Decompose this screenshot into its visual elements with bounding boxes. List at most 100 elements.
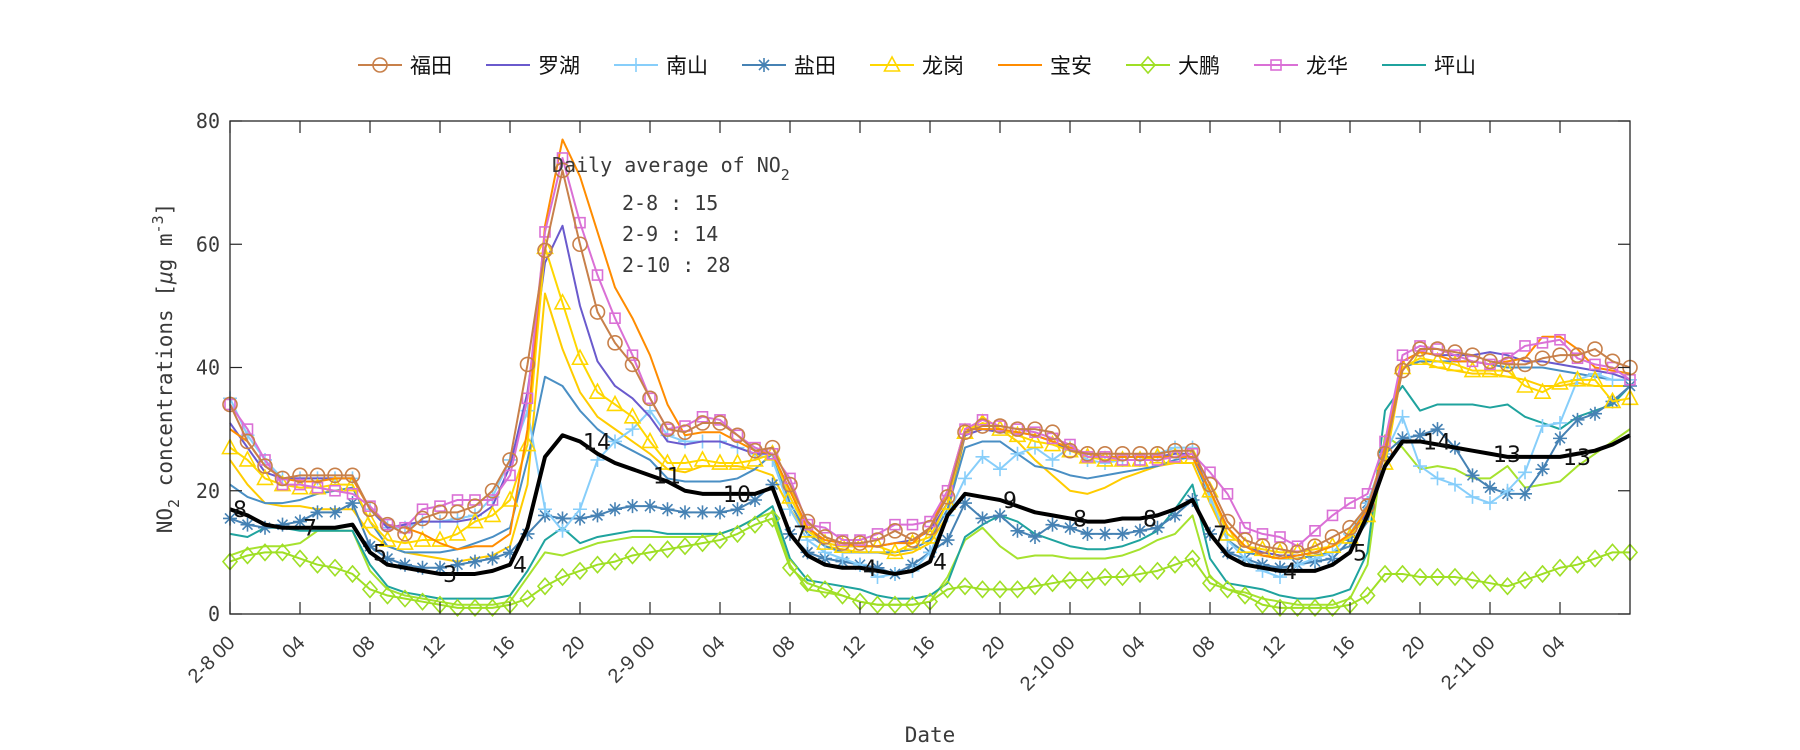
data-point-circle xyxy=(1429,341,1446,357)
data-point-circle xyxy=(1604,353,1621,370)
data-point-circle xyxy=(344,467,361,484)
data-point-asterisk xyxy=(310,505,325,520)
data-point-asterisk xyxy=(1098,526,1112,541)
data-point-plus xyxy=(1098,456,1112,471)
x-tick-label: 2-10 00 xyxy=(1016,632,1080,696)
annotation-line-2-9: 2-9 : 14 xyxy=(622,222,718,246)
data-point-plus xyxy=(783,502,797,517)
data-point-diamond xyxy=(309,555,326,574)
data-point-circle xyxy=(607,335,623,351)
data-point-circle xyxy=(747,442,763,459)
series-average: 8 7 5 3 4 14 11 10 7 4 4 9 8 8 7 4 5 14 13 13 xyxy=(229,430,1631,588)
average-point-label: 9 xyxy=(1003,489,1017,514)
data-point-diamond xyxy=(519,589,536,608)
data-point-diamond xyxy=(1079,570,1096,590)
average-point-label: 4 xyxy=(1283,560,1297,585)
data-point-asterisk xyxy=(258,520,272,535)
y-tick-label: 60 xyxy=(196,232,220,256)
data-point-circle xyxy=(1324,529,1341,545)
data-point-triangle xyxy=(746,450,764,467)
data-point-triangle xyxy=(396,533,414,550)
data-point-circle xyxy=(1482,353,1498,370)
x-tick-label: 20 xyxy=(558,632,589,663)
average-point-label: 13 xyxy=(1493,443,1521,468)
average-point-label: 4 xyxy=(513,554,527,579)
average-point-label: 3 xyxy=(443,563,457,588)
legend-label: 大鹏 xyxy=(1178,54,1220,78)
data-point-square xyxy=(871,528,884,540)
data-point-circle xyxy=(1219,513,1236,530)
data-point-diamond xyxy=(326,558,344,577)
data-point-diamond xyxy=(1166,555,1184,574)
data-point-diamond xyxy=(1604,543,1621,562)
data-point-circle xyxy=(642,390,658,407)
data-point-asterisk xyxy=(1010,523,1025,538)
data-point-circle xyxy=(1167,442,1183,459)
x-tick-label: 08 xyxy=(768,632,799,663)
data-point-square xyxy=(854,534,866,546)
data-point-circle xyxy=(1307,538,1323,555)
data-point-diamond xyxy=(1569,555,1586,574)
data-point-diamond xyxy=(484,598,501,618)
average-point-label: 5 xyxy=(373,541,387,566)
data-point-diamond xyxy=(1184,549,1201,568)
data-point-circle xyxy=(904,532,921,548)
data-point-circle xyxy=(834,535,851,551)
data-point-circle xyxy=(1202,476,1218,493)
data-point-diamond xyxy=(1131,564,1149,584)
data-point-triangle xyxy=(1323,536,1342,554)
data-point-square xyxy=(976,414,989,426)
data-point-circle xyxy=(554,162,571,179)
data-point-diamond xyxy=(291,549,309,568)
data-point-square xyxy=(1221,488,1234,500)
data-point-diamond xyxy=(834,586,851,605)
data-point-circle xyxy=(712,415,728,431)
data-point-diamond xyxy=(396,589,414,608)
data-point-square xyxy=(591,269,604,281)
data-point-triangle xyxy=(1586,370,1604,387)
data-point-diamond xyxy=(956,577,974,596)
series-line xyxy=(229,169,1631,554)
legend-item-南山: 南山 xyxy=(614,54,708,78)
data-point-plus xyxy=(1413,459,1427,474)
x-tick-label: 08 xyxy=(1188,632,1219,663)
data-point-triangle xyxy=(921,527,939,544)
legend-item-盐田: 盐田 xyxy=(742,54,836,78)
data-point-plus xyxy=(608,434,622,449)
data-point-square xyxy=(1414,340,1426,352)
data-point-triangle xyxy=(711,453,729,470)
data-point-circle xyxy=(1534,350,1551,367)
data-point-plus xyxy=(958,471,972,486)
data-point-diamond xyxy=(1359,586,1376,605)
data-point-diamond xyxy=(676,536,694,556)
data-point-plus xyxy=(555,523,570,538)
data-point-circle xyxy=(1027,421,1043,437)
data-point-triangle xyxy=(501,490,519,507)
data-point-square xyxy=(1134,454,1146,466)
data-point-circle xyxy=(1097,445,1113,462)
data-point-square xyxy=(1449,349,1461,361)
data-point-circle xyxy=(869,532,886,548)
data-point-square xyxy=(644,392,656,405)
data-point-asterisk xyxy=(1045,517,1060,532)
data-point-diamond xyxy=(1061,570,1079,590)
average-point-label: 8 xyxy=(1143,507,1157,532)
data-point-circle xyxy=(939,489,956,505)
data-point-plus xyxy=(573,502,587,517)
data-point-diamond xyxy=(869,595,886,614)
data-point-circle xyxy=(887,523,903,539)
series-line xyxy=(229,156,1631,548)
data-point-asterisk xyxy=(1395,431,1410,446)
legend: 福田 罗湖 南山 盐田 龙岗 宝安 大鹏 龙华 坪山 xyxy=(358,54,1476,78)
data-point-circle xyxy=(1517,356,1533,373)
y-tick-label: 80 xyxy=(196,109,220,133)
data-point-asterisk xyxy=(660,502,675,517)
data-point-diamond xyxy=(939,580,956,599)
data-point-asterisk xyxy=(503,545,517,560)
average-point-label: 8 xyxy=(1073,507,1087,532)
data-point-square xyxy=(731,429,744,442)
data-point-asterisk xyxy=(240,517,255,532)
data-point-triangle xyxy=(1026,431,1044,449)
data-point-circle xyxy=(537,242,553,259)
data-point-triangle xyxy=(378,530,397,547)
